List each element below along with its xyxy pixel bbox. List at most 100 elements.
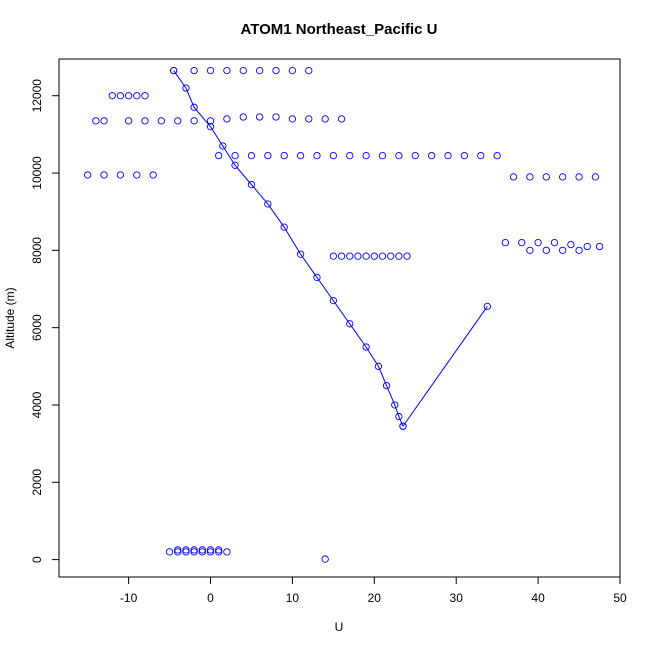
data-point: [411, 151, 419, 160]
data-point: [346, 320, 354, 328]
data-point: [395, 252, 403, 260]
data-point: [296, 250, 305, 258]
data-point: [362, 151, 370, 160]
x-axis: -10 0 10 20 30 40 50: [120, 576, 627, 605]
data-point: [305, 115, 313, 123]
y-tick-label: 4000: [30, 391, 44, 418]
data-point: [313, 151, 321, 160]
data-point: [116, 92, 125, 100]
data-point: [362, 252, 370, 260]
data-point: [493, 151, 501, 160]
data-point: [100, 171, 108, 179]
data-point: [206, 548, 215, 556]
data-point: [247, 151, 256, 160]
y-tick-label: 10000: [30, 156, 44, 190]
data-point: [526, 246, 534, 255]
data-point: [374, 362, 383, 370]
x-axis-label: U: [335, 620, 344, 634]
data-point: [288, 66, 297, 75]
data-point: [92, 117, 100, 125]
data-point: [534, 238, 542, 247]
data-point: [288, 115, 297, 123]
data-point: [583, 242, 591, 251]
data-point: [149, 171, 157, 179]
data-point: [559, 246, 567, 255]
data-point: [329, 296, 338, 305]
data-point: [559, 173, 567, 181]
series-line: [402, 306, 488, 427]
data-point: [354, 252, 362, 260]
data-point: [313, 273, 321, 282]
data-point: [337, 252, 346, 260]
data-point: [231, 161, 239, 169]
data-point: [190, 548, 198, 556]
y-axis: 0 2000 4000 6000 8000 10000 12000: [30, 79, 60, 563]
data-point: [362, 343, 370, 351]
data-point: [272, 66, 280, 75]
data-point: [346, 151, 354, 160]
data-point: [206, 122, 215, 131]
data-point: [231, 151, 239, 160]
data-point: [526, 173, 534, 181]
data-point: [84, 171, 92, 179]
data-point: [247, 180, 256, 189]
data-point: [550, 238, 559, 247]
data-point: [157, 117, 166, 125]
data-point: [337, 115, 346, 123]
data-point: [239, 113, 247, 121]
data-point: [182, 546, 190, 554]
data-point: [370, 252, 378, 260]
data-point: [170, 66, 178, 75]
data-point: [444, 151, 452, 160]
data-point: [124, 92, 133, 100]
data-point: [501, 238, 509, 247]
x-tick-label: 30: [450, 591, 464, 605]
data-point: [542, 246, 550, 255]
data-point: [346, 252, 354, 260]
data-point: [399, 422, 407, 430]
data-point: [255, 113, 264, 121]
data-point: [206, 546, 215, 554]
data-point: [165, 548, 174, 556]
data-point: [182, 548, 190, 556]
data-point: [174, 117, 182, 125]
data-point: [190, 66, 198, 75]
data-point: [382, 381, 391, 390]
data-point: [215, 151, 223, 160]
data-point: [141, 117, 149, 125]
data-point: [219, 142, 227, 150]
data-point: [223, 548, 231, 556]
data-point: [272, 113, 280, 121]
data-point: [206, 66, 215, 75]
y-tick-label: 0: [30, 556, 44, 563]
data-point: [329, 151, 338, 160]
x-tick-label: 50: [613, 591, 627, 605]
data-point: [190, 103, 198, 111]
data-point: [264, 200, 272, 208]
data-point: [460, 151, 469, 160]
data-point: [321, 555, 329, 563]
data-point: [198, 548, 206, 556]
data-point: [215, 546, 223, 554]
data-point: [542, 173, 550, 181]
data-point: [321, 115, 329, 123]
data-point: [296, 151, 305, 160]
data-point: [100, 117, 108, 125]
data-point: [395, 151, 403, 160]
data-point: [518, 238, 526, 247]
y-tick-label: 6000: [30, 314, 44, 341]
data-point: [575, 246, 583, 255]
data-point: [509, 173, 518, 181]
data-point: [575, 173, 583, 181]
data-point: [174, 548, 182, 556]
y-axis-label: Altitude (m): [3, 287, 17, 348]
data-point: [174, 546, 182, 554]
y-tick-label: 2000: [30, 469, 44, 496]
series-line: [173, 70, 404, 427]
x-tick-label: 0: [207, 591, 214, 605]
data-point: [567, 240, 575, 249]
data-point: [387, 252, 395, 260]
data-point: [403, 252, 411, 260]
data-point: [595, 242, 604, 251]
data-point: [223, 115, 231, 123]
